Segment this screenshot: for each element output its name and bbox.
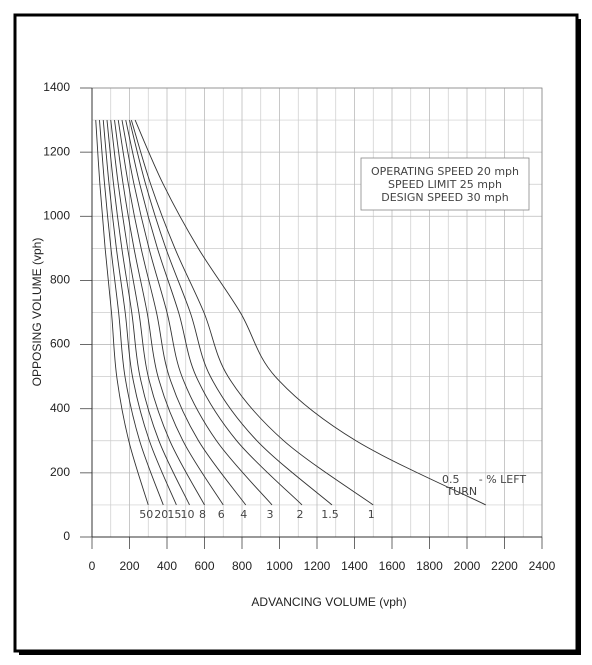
y-tick-label: 1200 [43,144,70,158]
x-tick-label: 0 [89,559,96,573]
x-tick-label: 1400 [341,559,368,573]
annotation: SPEED LIMIT 25 mph [388,178,502,191]
curve-label: 4 [240,508,247,521]
x-tick-label: 1800 [416,559,443,573]
curve-label: 50 [139,508,153,521]
curve [129,119,333,506]
x-tick-label: 2200 [491,559,518,573]
y-tick-label: 800 [50,273,70,287]
curve [130,119,374,506]
curve [99,120,164,506]
curve-label: 0.5 [442,473,460,486]
curve-label: 20 [154,508,168,521]
x-tick-label: 1600 [379,559,406,573]
annotation: DESIGN SPEED 30 mph [381,191,509,204]
curve [121,119,273,506]
x-tick-label: 200 [119,559,139,573]
curve [125,119,303,506]
x-tick-label: 1000 [266,559,293,573]
y-tick-label: 1400 [43,80,70,94]
annotation: OPERATING SPEED 20 mph [371,165,519,178]
x-tick-label: 1200 [304,559,331,573]
curve [102,120,177,506]
x-tick-label: 2000 [454,559,481,573]
curve [95,120,149,506]
y-tick-label: 200 [50,465,70,479]
curve [106,120,190,506]
annotation-box [360,157,530,211]
y-tick-label: 0 [63,529,70,543]
curve-label: 8 [199,508,206,521]
y-tick-label: 400 [50,401,70,415]
curve-label: 6 [218,508,225,521]
curve-label: 2 [297,508,304,521]
curve-label: 1 [368,508,375,521]
y-tick-label: 600 [50,337,70,351]
curve [117,120,247,506]
curve-label: 10 [181,508,195,521]
x-axis-title: ADVANCING VOLUME (vph) [251,595,406,609]
curve [110,120,205,506]
curve-label: 15 [167,508,181,521]
x-tick-label: 800 [232,559,252,573]
x-tick-label: 600 [194,559,214,573]
curve [114,120,224,506]
frame [13,13,579,653]
curve-label: 3 [267,508,274,521]
curve-label-suffix: TURN [445,485,477,498]
x-tick-label: 2400 [529,559,556,573]
x-tick-label: 400 [157,559,177,573]
curve [134,119,486,506]
curve-label-suffix: - % LEFT [479,473,527,486]
y-axis-title: OPPOSING VOLUME (vph) [30,238,44,387]
curve-label: 1.5 [321,508,339,521]
y-tick-label: 1000 [43,208,70,222]
